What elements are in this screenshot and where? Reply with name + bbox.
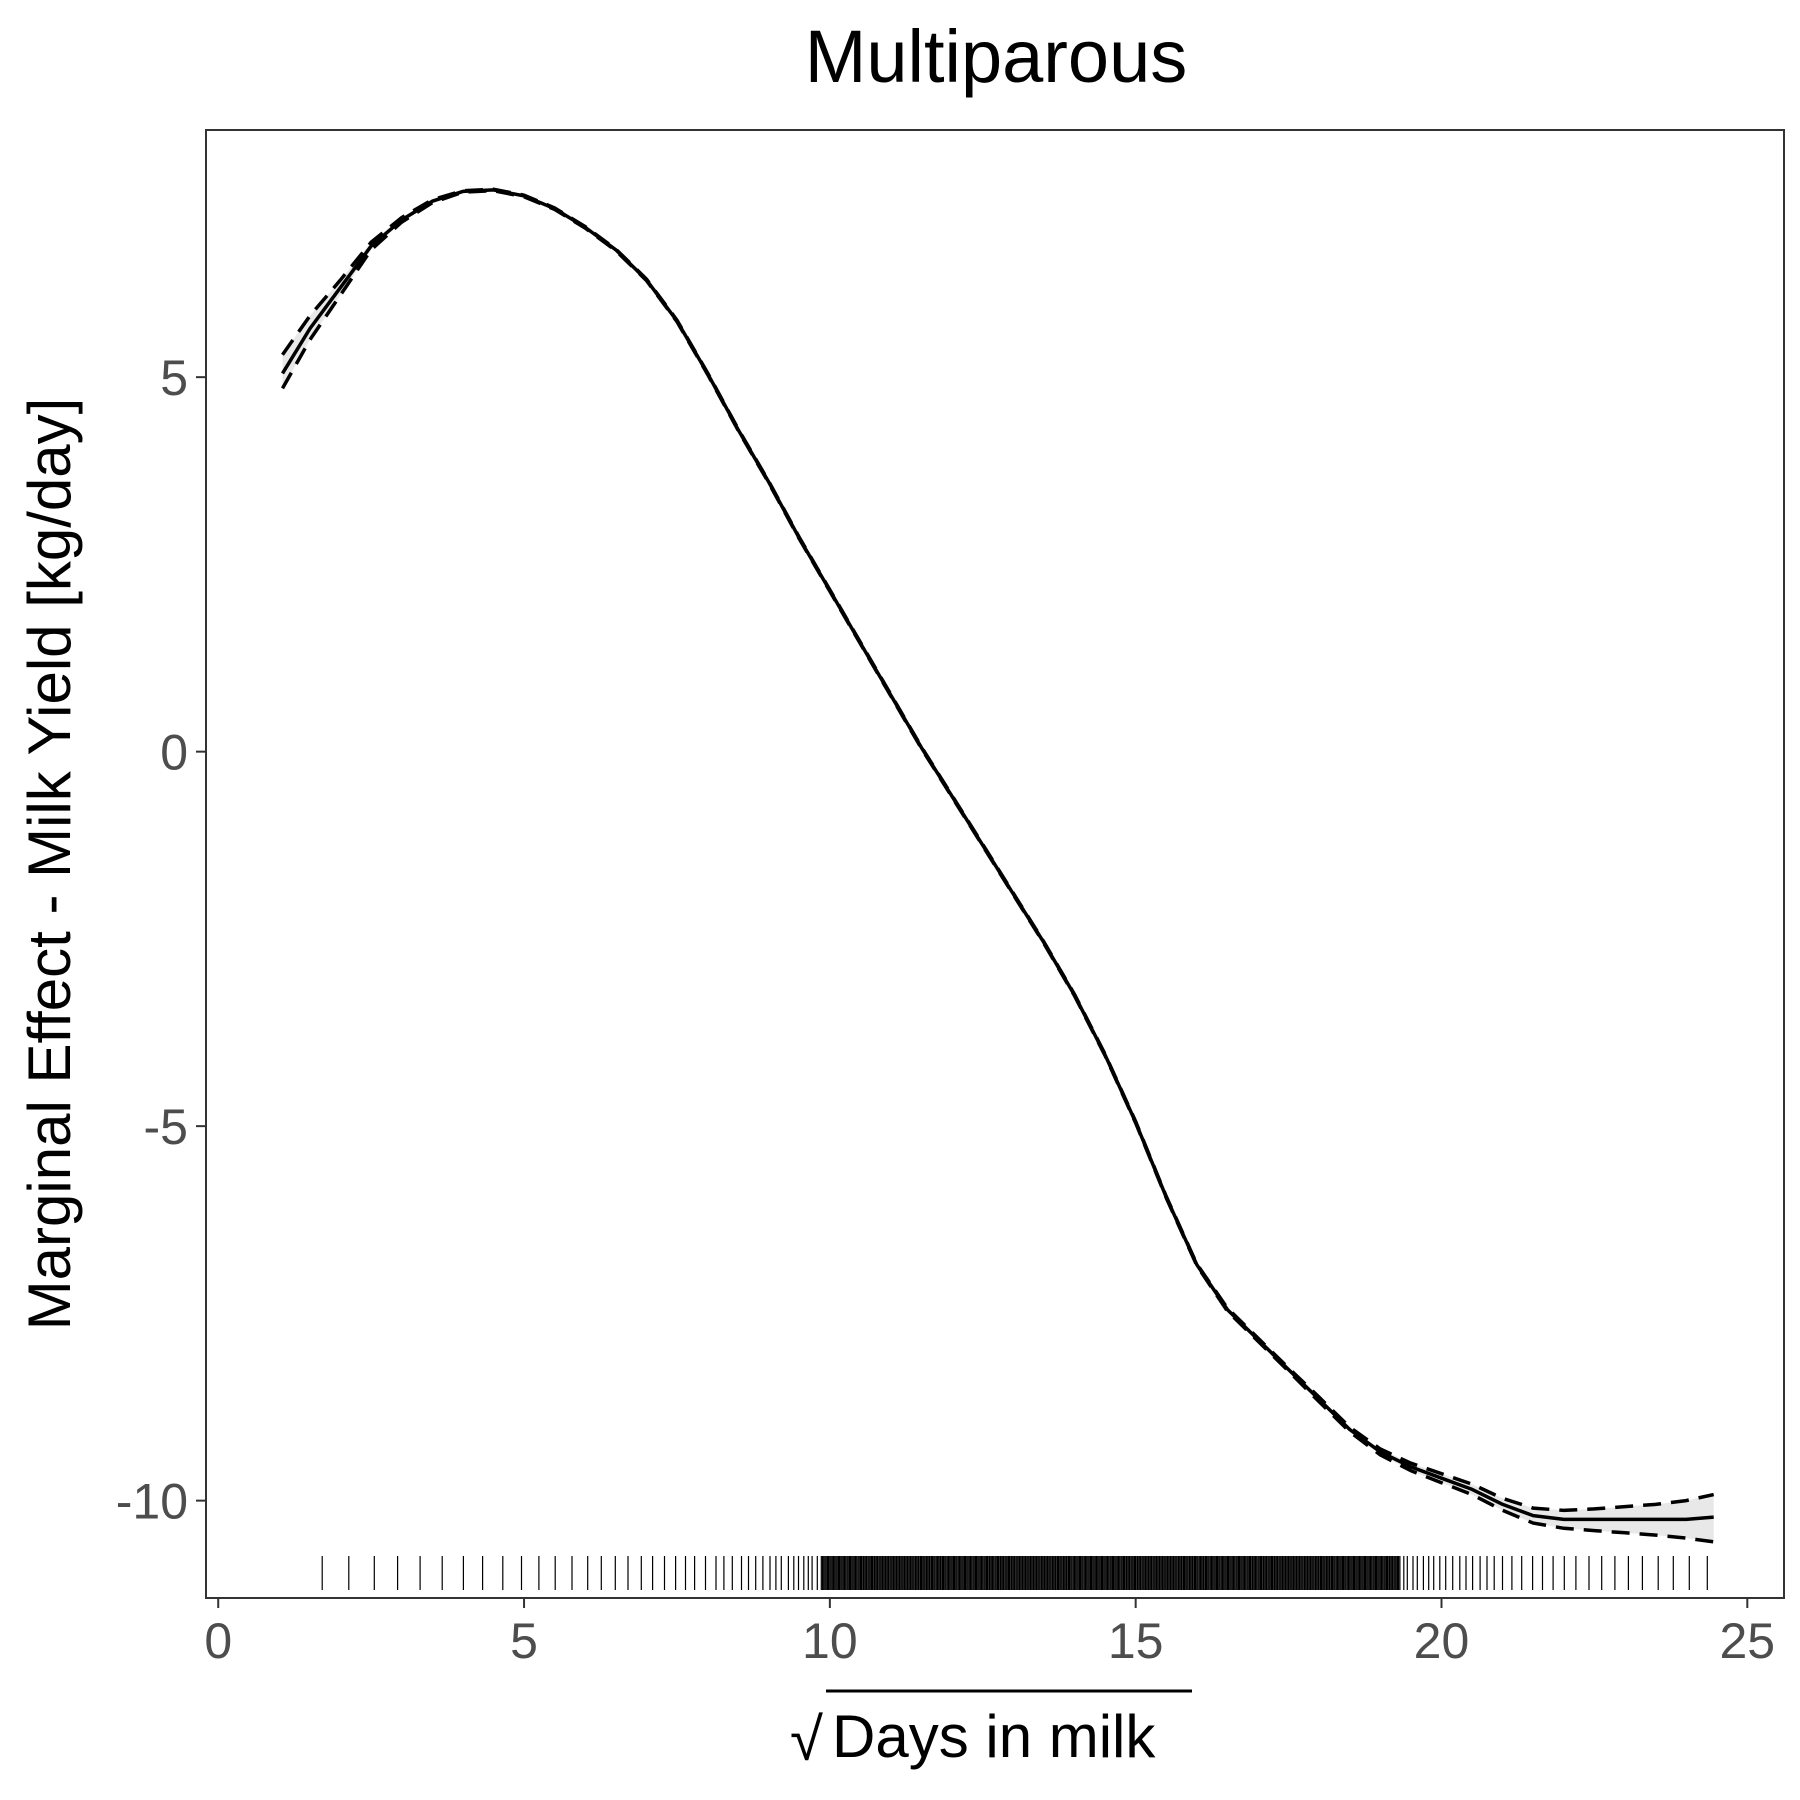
x-tick-label: 25 [1719, 1613, 1775, 1669]
chart-title: Multiparous [805, 15, 1188, 98]
y-tick-label: -10 [116, 1474, 188, 1530]
plot-panel [205, 129, 1785, 1599]
x-tick-label: 15 [1108, 1613, 1164, 1669]
y-axis-title: Marginal Effect - Milk Yield [kg/day] [16, 398, 83, 1331]
x-axis: 0 5 10 15 20 25 [204, 1598, 1775, 1669]
x-tick-label: 5 [510, 1613, 538, 1669]
upper-ci-line [281, 187, 1715, 1513]
ci-band [282, 189, 1714, 1542]
rug [321, 1556, 1708, 1590]
x-tick-label: 10 [802, 1613, 858, 1669]
confidence-lines [280, 187, 1715, 1544]
lower-ci-line [280, 188, 1714, 1544]
x-tick-label: 20 [1414, 1613, 1470, 1669]
fit-line [281, 188, 1714, 1522]
fit-lines [281, 188, 1714, 1522]
y-axis: -10 -5 0 5 [116, 350, 206, 1530]
y-tick-label: 0 [160, 725, 188, 781]
x-axis-title-radical: √ [790, 1706, 823, 1773]
y-tick-label: -5 [144, 1099, 188, 1155]
x-tick-label: 0 [204, 1613, 232, 1669]
confidence-band [282, 189, 1714, 1542]
x-axis-title: √ Days in milk [790, 1689, 1192, 1773]
x-axis-title-text: Days in milk [832, 1703, 1156, 1770]
y-tick-label: 5 [160, 350, 188, 406]
